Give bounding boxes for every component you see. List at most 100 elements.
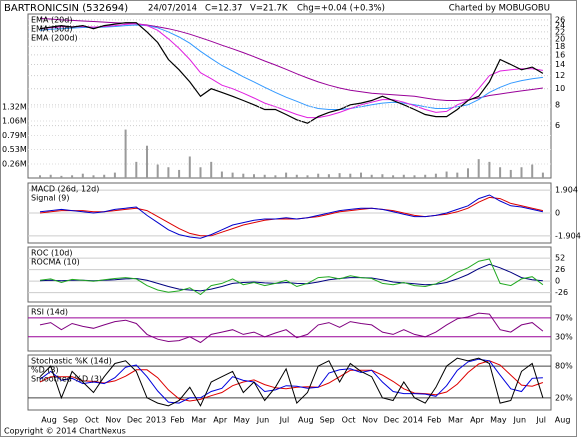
x-tick-label: Jun xyxy=(256,416,270,425)
y-tick-label: 0.79M xyxy=(2,131,27,140)
volume: V=21.7K xyxy=(250,4,288,14)
x-tick-label: Dec xyxy=(127,416,142,425)
y-tick-label: 70% xyxy=(555,313,573,322)
y-tick-label: 0.26M xyxy=(2,160,27,169)
volume-bar xyxy=(167,167,170,178)
x-tick-label: Jul xyxy=(279,416,290,425)
volume-bar xyxy=(242,173,245,178)
volume-bar xyxy=(306,175,309,178)
legend-entry: MACD (26d, 12d) xyxy=(31,185,99,194)
y-tick-label: 20% xyxy=(555,393,573,402)
x-tick-label: Oct xyxy=(342,416,356,425)
volume-bar xyxy=(49,174,52,178)
volume-bar xyxy=(349,173,352,178)
volume-bar xyxy=(509,169,512,178)
series-line xyxy=(39,357,544,407)
volume-bar xyxy=(477,159,480,178)
volume-bar xyxy=(370,174,373,178)
volume-bar xyxy=(156,164,159,178)
x-tick-label: Aug xyxy=(555,416,571,425)
y-tick-label: 1.06M xyxy=(2,116,27,125)
series-line xyxy=(39,196,544,237)
legend-entry: EMA (20d) xyxy=(31,16,72,25)
x-tick-label: Apr xyxy=(470,416,485,425)
x-tick-label: May xyxy=(490,416,507,425)
volume-bar xyxy=(541,172,544,178)
x-tick-label: Sep xyxy=(320,416,335,425)
volume-bar xyxy=(71,175,74,178)
volume-bar xyxy=(531,164,534,178)
y-tick-label: 20 xyxy=(555,34,565,43)
panel-frame xyxy=(27,13,552,179)
volume-bar xyxy=(253,174,255,178)
legend-entry: Signal (9) xyxy=(31,194,69,203)
volume-bar xyxy=(327,174,330,178)
volume-bar xyxy=(188,156,191,178)
x-tick-label: Feb xyxy=(427,416,441,425)
volume-bar xyxy=(424,174,427,178)
panel-frame xyxy=(27,305,552,352)
x-tick-label: Jul xyxy=(535,416,546,425)
x-tick-label: 2013 xyxy=(146,416,166,425)
panel-frame xyxy=(27,246,552,303)
volume-bar xyxy=(178,169,181,178)
y-tick-label: 16 xyxy=(555,50,565,59)
volume-bar xyxy=(220,171,223,178)
y-tick-label: 18 xyxy=(555,42,565,51)
y-tick-label: 0.53M xyxy=(2,145,27,154)
volume-bar xyxy=(381,174,384,178)
volume-bar xyxy=(103,174,106,178)
x-tick-label: 2014 xyxy=(403,416,423,425)
volume-bar xyxy=(274,175,277,178)
volume-bar xyxy=(520,167,523,178)
y-tick-label: 26 xyxy=(555,15,565,24)
volume-bar xyxy=(285,172,288,178)
series-line xyxy=(39,312,544,344)
x-tick-label: Apr xyxy=(213,416,228,425)
x-tick-label: Aug xyxy=(298,416,314,425)
y-tick-label: 8 xyxy=(555,100,560,109)
y-tick-label: 24 xyxy=(555,21,565,30)
y-tick-label: -1.904 xyxy=(555,231,581,240)
legend-entry: Stochastic %K (14d) xyxy=(31,357,112,366)
x-tick-label: Mar xyxy=(191,416,207,425)
legend-entry: ROCMA (10) xyxy=(31,258,80,267)
volume-bar xyxy=(360,172,362,178)
volume-bar xyxy=(445,171,448,178)
x-tick-label: Nov xyxy=(362,416,378,425)
y-tick-label: 1.32M xyxy=(2,102,27,111)
symbol: BARTRONICSIN (532694) xyxy=(4,3,128,14)
y-tick-label: 26 xyxy=(555,265,565,274)
volume-bar xyxy=(338,173,341,178)
volume-bar xyxy=(434,173,437,178)
panel-frame xyxy=(27,354,552,411)
volume-bar xyxy=(231,172,234,178)
legend-entry: EMA (200d) xyxy=(31,34,78,43)
y-tick-label: 1.904 xyxy=(555,186,578,195)
volume-bar xyxy=(146,145,148,178)
close: C=12.37 xyxy=(205,4,242,14)
series-line xyxy=(39,258,544,296)
x-tick-label: Sep xyxy=(63,416,78,425)
x-tick-label: Aug xyxy=(41,416,57,425)
volume-bar xyxy=(113,172,116,178)
legend-entry: EMA (50d) xyxy=(31,25,72,34)
volume-bar xyxy=(39,175,41,178)
volume-bar xyxy=(317,173,320,178)
y-tick-label: 80% xyxy=(555,362,573,371)
volume-bar xyxy=(92,175,95,178)
change: Chg=+0.04 (+0.3%) xyxy=(297,4,385,14)
y-tick-label: 10 xyxy=(555,84,565,93)
series-line xyxy=(39,194,544,239)
volume-bar xyxy=(499,167,502,178)
volume-bar xyxy=(392,175,395,178)
x-tick-label: May xyxy=(233,416,250,425)
volume-bar xyxy=(467,168,469,178)
y-tick-label: -26 xyxy=(555,288,568,297)
legend-entry: Smoothed %D (3) xyxy=(31,375,102,384)
legend-entry: %D (3) xyxy=(31,366,59,375)
volume-bar xyxy=(488,161,491,178)
volume-bar xyxy=(456,172,459,178)
volume-bar xyxy=(60,175,63,178)
